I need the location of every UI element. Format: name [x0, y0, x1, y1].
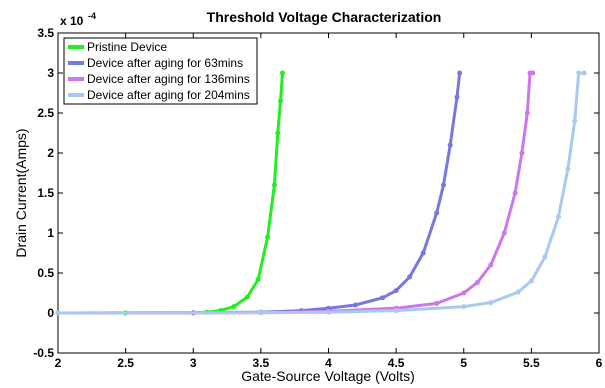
data-point — [528, 278, 534, 284]
data-point — [420, 250, 426, 256]
data-point — [501, 230, 507, 236]
data-point — [275, 130, 281, 136]
data-point — [576, 70, 582, 76]
x-tick-label: 6 — [596, 356, 603, 370]
data-point — [353, 302, 359, 308]
y-axis-ticks: -0.5 0 0.5 1 1.5 2 2.5 3 3.5 — [33, 26, 599, 360]
y-tick-label: 0 — [47, 306, 54, 320]
data-point — [441, 182, 446, 188]
data-point — [265, 234, 271, 240]
data-point — [380, 295, 386, 301]
x-tick-label: 4.5 — [388, 356, 405, 370]
y-scale-exponent: -4 — [88, 11, 96, 21]
data-point — [581, 70, 587, 76]
legend-box — [63, 37, 258, 105]
data-point — [258, 310, 264, 316]
data-point — [434, 210, 440, 216]
data-point — [326, 309, 331, 315]
data-point — [457, 70, 463, 76]
y-tick-label: 3.5 — [37, 26, 54, 40]
data-point — [55, 310, 61, 316]
series-4 — [55, 70, 587, 316]
data-point — [255, 276, 261, 282]
data-point — [461, 304, 467, 310]
x-tick-label: 3 — [190, 356, 197, 370]
data-point — [530, 70, 536, 76]
data-point — [565, 166, 571, 172]
data-point — [393, 308, 399, 314]
series-group — [55, 70, 587, 316]
y-tick-label: 1 — [47, 226, 54, 240]
data-point — [434, 300, 440, 306]
data-point — [515, 289, 521, 295]
data-point — [555, 214, 561, 220]
legend: Pristine Device Device after aging for 63… — [63, 37, 258, 105]
y-tick-label: 2 — [47, 146, 54, 160]
x-tick-label: 5 — [460, 356, 467, 370]
x-tick-label: 2.5 — [117, 356, 134, 370]
data-point — [519, 150, 525, 156]
data-point — [271, 182, 277, 188]
data-point — [542, 254, 548, 260]
data-point — [512, 190, 518, 196]
y-scale-label: x 10 -4 — [60, 11, 96, 28]
data-point — [231, 304, 237, 310]
legend-entry: Pristine Device — [87, 40, 167, 54]
x-axis-label: Gate-Source Voltage (Volts) — [241, 368, 415, 384]
data-point — [393, 288, 399, 294]
x-tick-label: 2 — [55, 356, 62, 370]
data-point — [278, 98, 283, 104]
data-point — [447, 142, 453, 148]
x-tick-label: 3.5 — [253, 356, 270, 370]
data-point — [280, 70, 285, 76]
legend-entry: Device after aging for 63mins — [87, 56, 243, 70]
y-tick-label: -0.5 — [33, 346, 54, 360]
data-point — [474, 280, 480, 286]
data-point — [572, 118, 578, 124]
y-tick-label: 1.5 — [37, 186, 54, 200]
data-point — [488, 300, 494, 306]
data-point — [488, 262, 494, 268]
x-axis-ticks: 2 2.5 3 3.5 4 4.5 5 5.5 6 — [55, 33, 603, 370]
y-tick-label: 2.5 — [37, 106, 54, 120]
x-tick-label: 5.5 — [523, 356, 540, 370]
data-point — [454, 94, 460, 100]
chart-title: Threshold Voltage Characterization — [207, 9, 442, 25]
legend-entry: Device after aging for 204mins — [87, 88, 250, 102]
series-line — [57, 71, 585, 315]
y-tick-label: 0.5 — [37, 266, 54, 280]
x-tick-label: 4 — [325, 356, 332, 370]
data-point — [524, 110, 530, 116]
data-point — [407, 274, 413, 280]
y-tick-label: 3 — [47, 66, 54, 80]
y-scale-factor: x 10 — [60, 14, 84, 28]
data-point — [461, 290, 467, 296]
data-point — [244, 294, 250, 300]
y-axis-label: Drain Current(Amps) — [13, 128, 29, 257]
legend-entry: Device after aging for 136mins — [87, 72, 250, 86]
